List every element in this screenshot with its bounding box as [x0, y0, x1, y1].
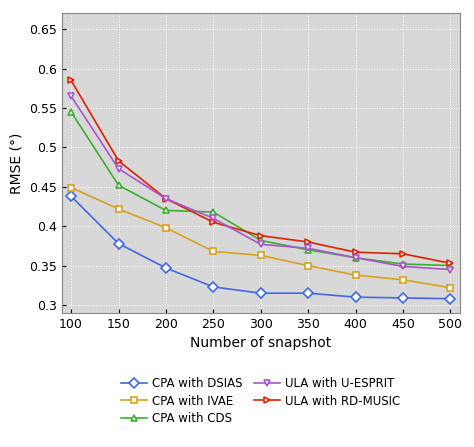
ULA with U-ESPRIT — [305, 245, 311, 251]
CPA with IVAE — [163, 225, 169, 231]
ULA with U-ESPRIT — [400, 264, 406, 269]
CPA with IVAE — [210, 249, 216, 254]
CPA with DSIAS — [305, 291, 311, 296]
Line: CPA with CDS: CPA with CDS — [68, 109, 454, 269]
CPA with DSIAS — [353, 295, 358, 300]
CPA with CDS — [353, 255, 358, 261]
CPA with CDS — [305, 247, 311, 253]
CPA with IVAE — [400, 277, 406, 283]
ULA with RD-MUSIC — [400, 251, 406, 257]
Line: CPA with DSIAS: CPA with DSIAS — [68, 193, 454, 302]
CPA with CDS — [447, 263, 453, 268]
Line: ULA with RD-MUSIC: ULA with RD-MUSIC — [68, 77, 454, 267]
ULA with U-ESPRIT — [258, 242, 264, 247]
CPA with IVAE — [68, 185, 74, 190]
CPA with CDS — [68, 109, 74, 114]
CPA with IVAE — [353, 272, 358, 278]
ULA with RD-MUSIC — [68, 78, 74, 83]
CPA with CDS — [163, 208, 169, 213]
ULA with U-ESPRIT — [163, 196, 169, 201]
CPA with CDS — [258, 238, 264, 243]
ULA with U-ESPRIT — [116, 166, 121, 171]
X-axis label: Number of snapshot: Number of snapshot — [190, 336, 331, 350]
CPA with DSIAS — [163, 265, 169, 270]
ULA with U-ESPRIT — [68, 93, 74, 99]
ULA with RD-MUSIC — [210, 219, 216, 225]
CPA with IVAE — [116, 206, 121, 211]
ULA with U-ESPRIT — [353, 255, 358, 261]
CPA with IVAE — [258, 253, 264, 258]
ULA with U-ESPRIT — [447, 267, 453, 272]
CPA with CDS — [400, 261, 406, 267]
CPA with CDS — [116, 182, 121, 188]
ULA with RD-MUSIC — [258, 233, 264, 238]
ULA with RD-MUSIC — [447, 261, 453, 266]
CPA with DSIAS — [447, 296, 453, 301]
CPA with DSIAS — [68, 194, 74, 199]
Y-axis label: RMSE (°): RMSE (°) — [9, 132, 23, 194]
Legend: CPA with DSIAS, CPA with IVAE, CPA with CDS, ULA with U-ESPRIT, ULA with RD-MUSI: CPA with DSIAS, CPA with IVAE, CPA with … — [117, 373, 405, 430]
ULA with RD-MUSIC — [305, 239, 311, 245]
CPA with DSIAS — [258, 291, 264, 296]
CPA with CDS — [210, 209, 216, 215]
ULA with RD-MUSIC — [116, 158, 121, 164]
CPA with IVAE — [447, 285, 453, 291]
Line: ULA with U-ESPRIT: ULA with U-ESPRIT — [68, 93, 454, 273]
ULA with RD-MUSIC — [353, 249, 358, 255]
ULA with U-ESPRIT — [210, 215, 216, 221]
CPA with IVAE — [305, 263, 311, 268]
ULA with RD-MUSIC — [163, 196, 169, 201]
CPA with DSIAS — [210, 284, 216, 290]
Line: CPA with IVAE: CPA with IVAE — [68, 184, 454, 291]
CPA with DSIAS — [116, 241, 121, 246]
CPA with DSIAS — [400, 295, 406, 300]
